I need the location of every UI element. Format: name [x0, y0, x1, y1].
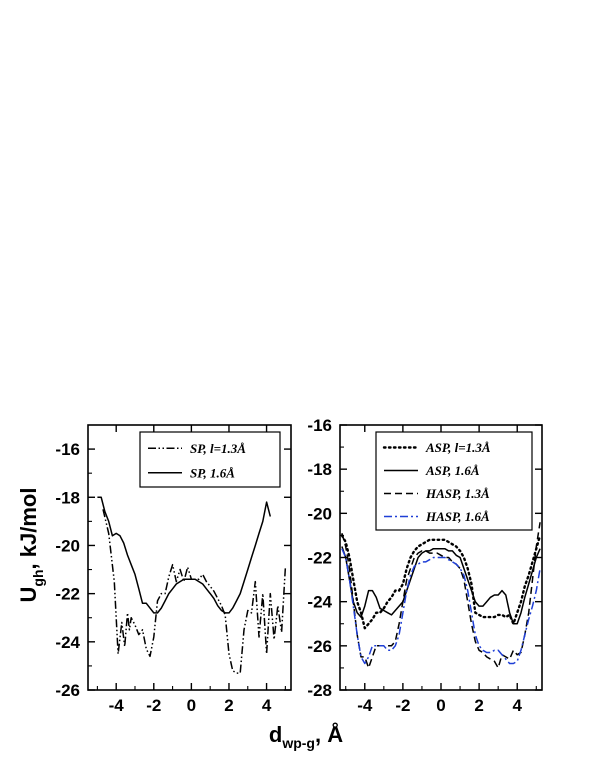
left-series-group	[97, 496, 287, 674]
right-y-tick-label: -26	[307, 637, 332, 656]
left-x-tick-label: 4	[262, 696, 272, 715]
right-series-line-2	[341, 522, 541, 669]
y-axis-title: Ugh, kJ/mol	[16, 488, 46, 603]
left-y-tick-label: -22	[55, 585, 80, 604]
right-x-tick-label: 2	[474, 696, 483, 715]
left-legend-box	[139, 431, 281, 488]
y-axis-title-main: U	[16, 587, 41, 603]
left-legend-label: SP, l=1.3Å	[190, 441, 246, 456]
y-axis-title-sub: gh	[30, 569, 46, 586]
left-legend: SP, l=1.3Å SP, 1.6Å	[139, 431, 281, 488]
left-y-tick-label: -16	[55, 440, 80, 459]
right-y-tick-label: -22	[307, 549, 332, 568]
right-legend-label: HASP, 1.6Å	[425, 509, 490, 524]
x-axis-title-main: d	[269, 722, 282, 747]
x-axis-title-sub: wp-g	[281, 735, 315, 751]
x-axis-title: dwp-g, Å	[269, 721, 343, 751]
right-x-tick-label: 4	[512, 696, 522, 715]
right-legend-label: HASP, 1.3Å	[425, 486, 490, 501]
right-y-tick-label: -18	[307, 460, 332, 479]
right-series-line-0	[340, 534, 542, 630]
left-y-tick-label: -24	[55, 633, 80, 652]
right-series-group	[340, 522, 542, 669]
left-series-line-0	[102, 509, 287, 674]
right-y-tick-label: -20	[307, 504, 332, 523]
left-x-tick-label: -4	[109, 696, 125, 715]
left-plot-frame	[87, 424, 292, 691]
right-legend-label: ASP, l=1.3Å	[425, 440, 491, 455]
right-y-tick-label: -28	[307, 681, 332, 700]
right-series-line-3	[341, 548, 541, 665]
left-x-tick-label: -2	[146, 696, 161, 715]
right-x-tick-label: -2	[395, 696, 410, 715]
left-y-tick-label: -20	[55, 536, 80, 555]
left-series-line-1	[97, 496, 272, 614]
left-x-tick-label: 0	[187, 696, 196, 715]
right-y-tick-label: -16	[307, 416, 332, 435]
left-y-tick-label: -18	[55, 488, 80, 507]
right-legend-label: ASP, 1.6Å	[425, 463, 480, 478]
right-x-tick-label: 0	[436, 696, 445, 715]
x-axis-title-rest: , Å	[315, 721, 343, 747]
right-x-tick-label: -4	[357, 696, 373, 715]
left-legend-label: SP, 1.6Å	[190, 465, 235, 480]
y-axis-title-rest: , kJ/mol	[16, 488, 41, 570]
left-x-tick-label: 2	[224, 696, 233, 715]
left-y-tick-label: -26	[55, 681, 80, 700]
right-legend-box	[375, 431, 533, 531]
right-series-line-1	[341, 546, 541, 625]
right-legend: ASP, l=1.3Å ASP, 1.6Å HASP, 1.3Å HASP, 1.6Å	[375, 431, 533, 531]
right-y-tick-label: -24	[307, 593, 332, 612]
